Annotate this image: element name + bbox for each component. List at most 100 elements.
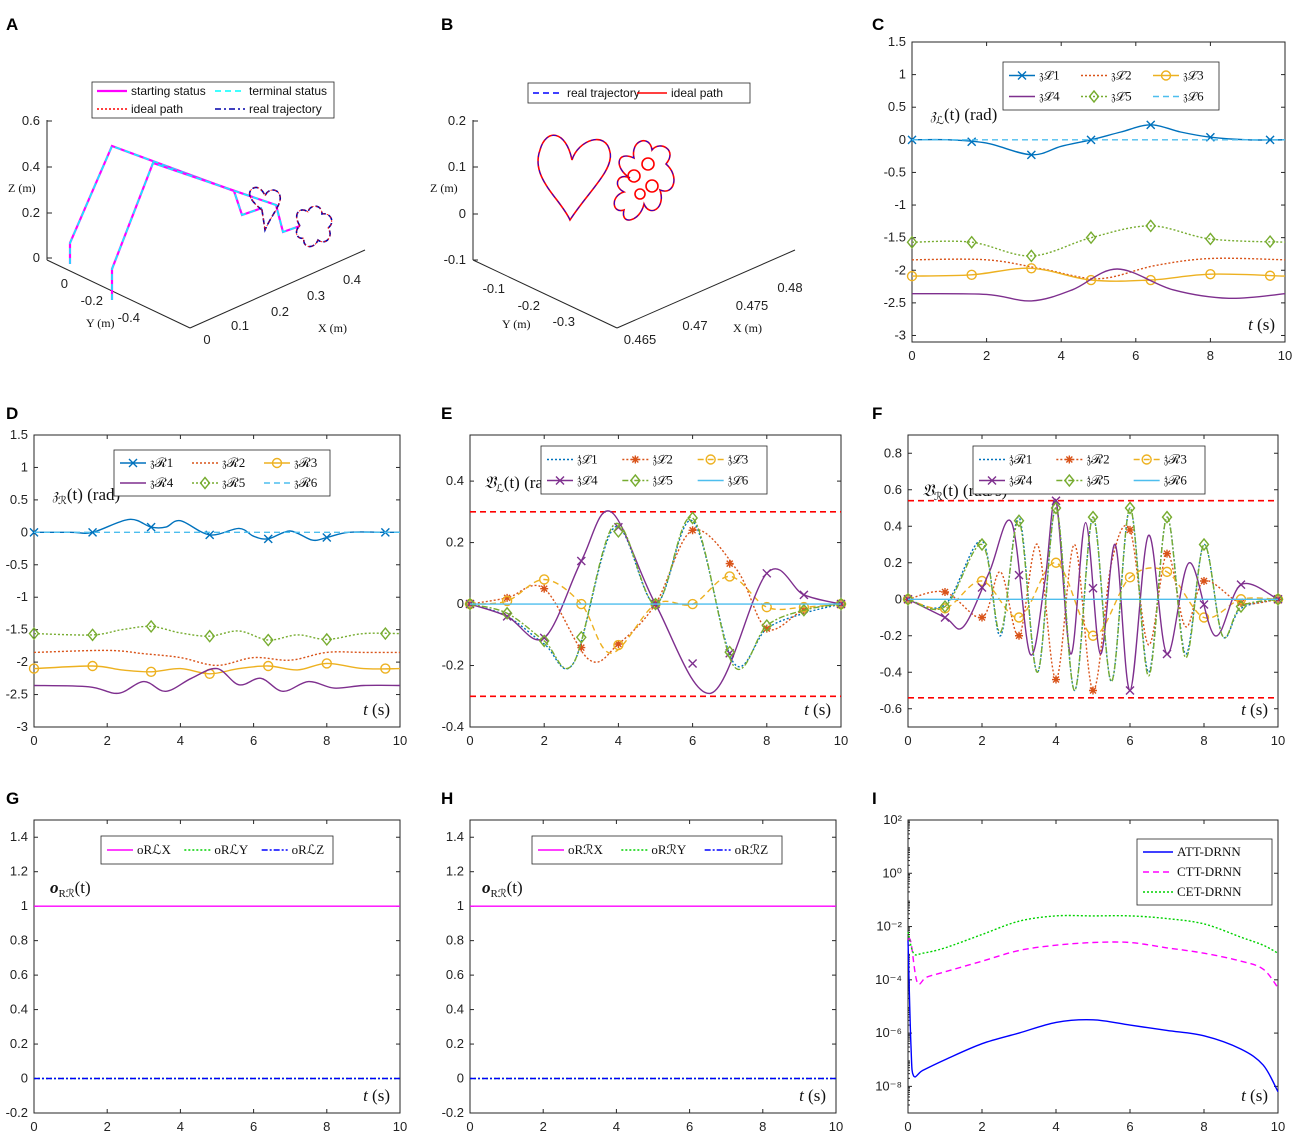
x-axis-label: t (s)	[363, 700, 390, 719]
legend-label: 𝔷̇ℒ3	[728, 452, 749, 467]
series-line-2	[469, 528, 842, 663]
y-tick-label: -0.5	[884, 164, 906, 179]
x-tick-label: 0	[904, 733, 911, 748]
ideal-path-loop	[641, 157, 655, 171]
y-tick-label: 1	[457, 898, 464, 913]
legend-label: 𝔷ℛ3	[294, 455, 317, 470]
real-trajectory	[613, 140, 675, 221]
series-marker	[1124, 572, 1136, 583]
legend-marker	[1017, 71, 1027, 80]
ideal-path	[613, 139, 675, 221]
legend-label: 𝔷̇ℒ6	[728, 473, 749, 488]
y-tick-label: 10⁰	[882, 865, 902, 880]
series-marker	[321, 632, 333, 647]
x-tick-label: 4	[177, 733, 184, 748]
x-tick-label: 0.2	[271, 304, 289, 319]
series-marker	[380, 663, 391, 674]
series-marker	[976, 537, 988, 552]
x-tick-label: 8	[323, 733, 330, 748]
y-tick-label: 10⁻²	[876, 919, 902, 934]
y-tick-label: 0	[61, 276, 68, 291]
series-marker	[724, 571, 735, 582]
series-marker	[612, 524, 624, 539]
series-marker	[539, 633, 549, 643]
y-tick-label: -0.2	[6, 1105, 28, 1120]
y-tick-label: -3	[894, 327, 906, 342]
terminal-status-line	[111, 161, 301, 300]
series-line-4	[33, 667, 401, 695]
series-line-2	[907, 937, 1279, 989]
ideal-path-loop	[634, 188, 646, 200]
series-marker	[1161, 566, 1173, 578]
y-tick-label: 0	[899, 132, 906, 147]
series-marker	[1145, 274, 1156, 286]
y-tick-label: 0.4	[884, 518, 902, 533]
legend-box	[100, 835, 334, 865]
legend-label: 𝔷ℛ5	[222, 475, 245, 490]
series-marker	[540, 584, 549, 593]
legend-label: 𝔷ℛ6	[294, 475, 318, 490]
y-tick-label: -0.5	[6, 557, 28, 572]
y-tick-label: -1.5	[6, 622, 28, 637]
plot-area	[469, 819, 837, 1114]
terminal-status-line	[69, 144, 263, 264]
ideal-path-loop	[645, 179, 659, 193]
ideal-path	[249, 187, 281, 232]
series-marker	[1272, 592, 1284, 606]
x-tick-label: 2	[978, 733, 985, 748]
series-marker	[688, 658, 698, 668]
legend-label: 𝔷ℛ1	[150, 455, 173, 470]
series-line-3	[907, 914, 1279, 956]
series-marker	[614, 640, 623, 649]
x-tick-label: 0	[908, 348, 915, 363]
series-marker	[28, 626, 40, 641]
series-marker	[145, 619, 157, 634]
series-marker	[976, 575, 988, 587]
legend-marker	[128, 458, 138, 468]
legend: starting status terminal status ideal path…	[91, 81, 335, 119]
y-tick-label: 10⁻⁸	[875, 1078, 902, 1093]
x-tick-label: 6	[1126, 1119, 1133, 1134]
y-tick-label: 1	[899, 67, 906, 82]
x-tick-label: 8	[763, 733, 770, 748]
z-tick-label: 0.2	[448, 113, 466, 128]
legend-label: starting status	[131, 84, 206, 98]
legend-label: CET-DRNN	[1177, 884, 1242, 899]
x-tick-label: 6	[686, 1119, 693, 1134]
series-line-2	[907, 524, 1279, 692]
panel-label-B: B	[441, 15, 453, 34]
series-marker	[1235, 599, 1247, 614]
y-tick-label: -0.4	[118, 310, 140, 325]
series-marker	[1088, 583, 1098, 593]
series-marker	[263, 660, 274, 672]
series-marker	[1025, 249, 1037, 263]
series-marker	[939, 599, 951, 614]
x-tick-label: 0	[466, 1119, 473, 1134]
panel-F: F0 2 4 6 8 10-0.6-0.4-0.200.20.40.60.8t (s)𝔙̇…	[872, 404, 1285, 748]
x-tick-label: 0.3	[307, 288, 325, 303]
x-tick-label: 6	[1126, 733, 1133, 748]
legend-label: oRℛZ	[735, 842, 769, 857]
series-marker	[577, 643, 586, 652]
x-tick-label: 0.47	[682, 318, 707, 333]
series-marker	[724, 645, 736, 659]
y-tick-label: -0.3	[553, 314, 575, 329]
series-marker	[940, 613, 950, 622]
y-tick-label: 0.4	[446, 1002, 464, 1017]
series-marker	[501, 595, 513, 607]
legend-label: real trajectory	[567, 86, 640, 100]
x-tick-label: 10	[834, 733, 848, 748]
x-tick-label: 0	[30, 1119, 37, 1134]
series-marker	[262, 633, 274, 647]
y-tick-label: 1	[21, 898, 28, 913]
y-axis-label: oRℛ(t)	[482, 878, 523, 900]
y-tick-label: 0.4	[446, 473, 464, 488]
y-tick-label: 0	[457, 596, 464, 611]
legend-label: oRℛX	[568, 842, 604, 857]
y-axis-label: Y (m)	[86, 316, 115, 330]
panel-C: C 0 2 4 6 8 10 -3 -2.5 -2 -1.5 -1 -0.5 0 0.5 1 1.5 t (s) 𝔷…	[872, 15, 1292, 363]
legend-marker	[1088, 89, 1100, 104]
z-tick-label: 0.4	[22, 159, 40, 174]
x-tick-label: 4	[613, 1119, 620, 1134]
